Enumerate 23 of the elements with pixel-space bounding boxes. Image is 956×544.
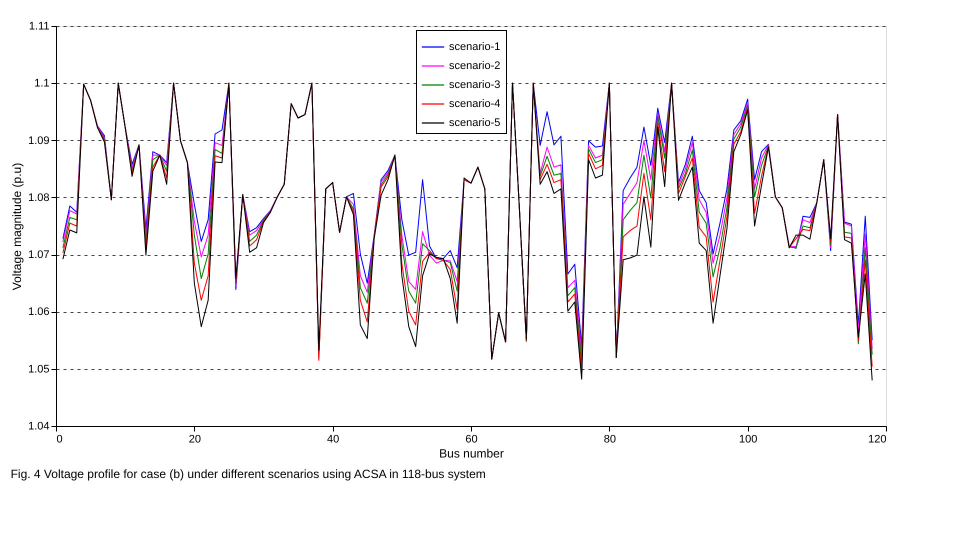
y-tick-label: 1.05 [28, 363, 50, 376]
x-tick-label: 60 [465, 434, 478, 446]
legend-label: scenario-5 [449, 117, 500, 129]
y-tick-label: 1.11 [28, 20, 50, 32]
y-tick-label: 1.09 [28, 134, 50, 147]
x-tick-label: 40 [327, 434, 340, 446]
legend-label: scenario-4 [449, 98, 500, 110]
y-axis-title: Voltage magnitude (p.u) [10, 162, 24, 290]
y-tick-label: 1.06 [28, 306, 50, 318]
legend-label: scenario-3 [449, 79, 500, 91]
caption: Fig. 4 Voltage profile for case (b) under different scenarios using ACSA in 118-bus system [10, 467, 486, 481]
x-tick-label: 120 [868, 434, 886, 446]
x-axis-title: Bus number [439, 446, 504, 460]
x-tick-label: 20 [188, 434, 201, 446]
x-tick-label: 0 [56, 434, 63, 446]
y-tick-label: 1.1 [34, 78, 50, 90]
y-tick-label: 1.07 [28, 249, 50, 262]
legend-label: scenario-2 [449, 60, 500, 72]
y-tick-label: 1.08 [28, 192, 50, 204]
x-tick-label: 100 [738, 434, 758, 446]
x-tick-label: 80 [604, 434, 616, 446]
legend-label: scenario-1 [449, 41, 500, 53]
y-tick-label: 1.04 [28, 420, 50, 432]
